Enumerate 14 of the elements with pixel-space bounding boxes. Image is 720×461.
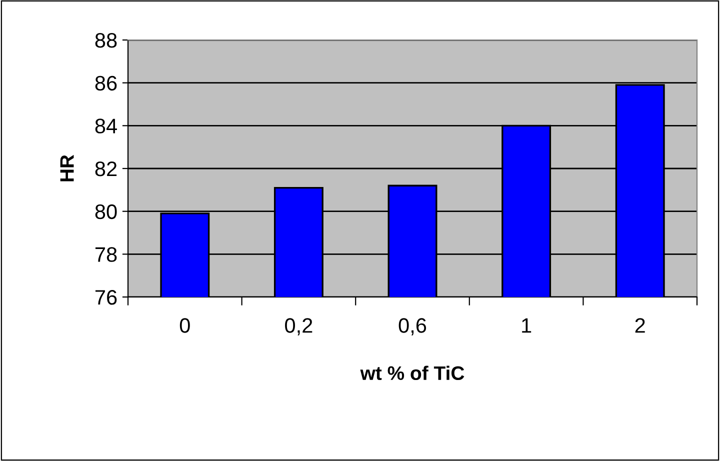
x-tick-label: 0,2 — [285, 318, 312, 336]
y-tick-label: 88 — [95, 33, 117, 48]
y-tick-label: 84 — [95, 118, 117, 134]
x-tick-label: 0 — [180, 318, 190, 333]
x-axis-title: wt % of TiC — [360, 366, 464, 380]
y-tick-label: 76 — [95, 290, 117, 305]
x-tick-label: 0,6 — [398, 318, 426, 336]
y-tick-label: 78 — [95, 247, 117, 262]
y-tick-label: 82 — [95, 162, 117, 176]
x-tick-label: 2 — [635, 318, 645, 333]
y-axis-title: HR — [60, 154, 74, 182]
y-tick-label: 86 — [95, 76, 117, 91]
y-tick-label: 80 — [95, 204, 117, 220]
x-tick-label: 1 — [522, 318, 532, 333]
